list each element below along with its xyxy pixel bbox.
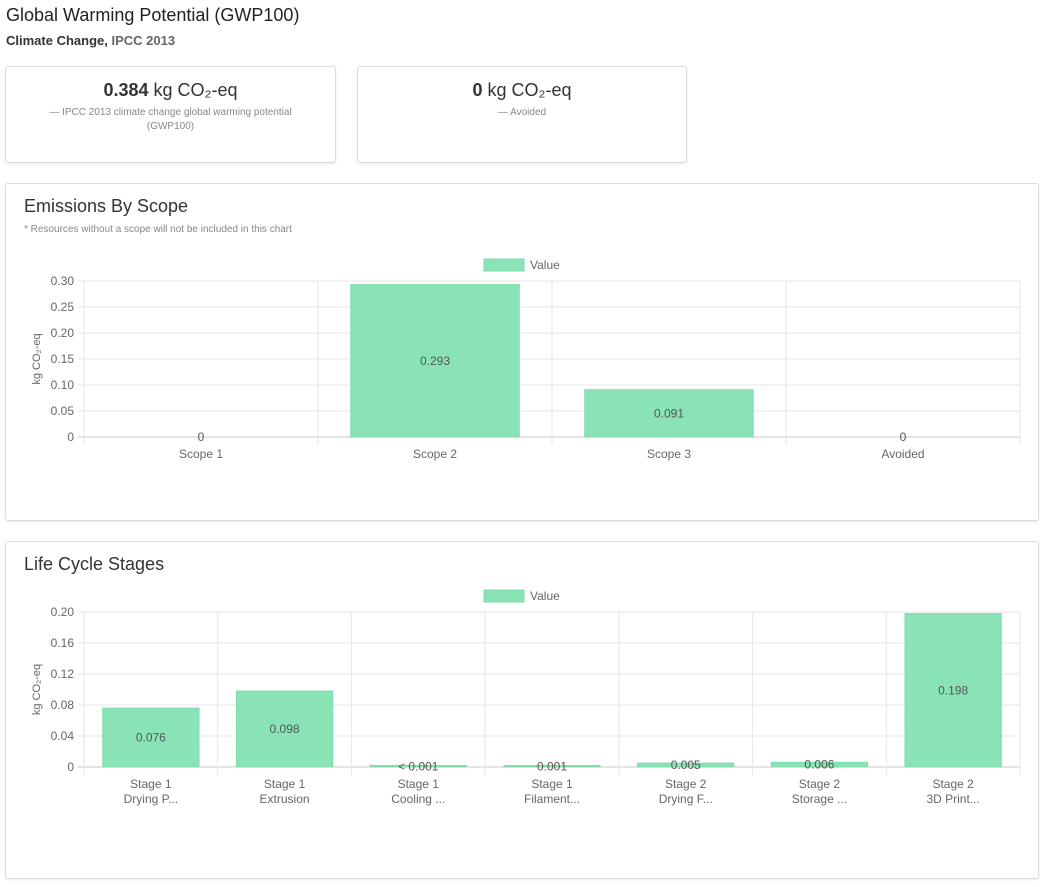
bar <box>235 690 334 768</box>
bar-data-label: 0.005 <box>671 758 701 772</box>
x-category-label: Extrusion <box>260 792 310 806</box>
x-category-label: 3D Print... <box>926 792 979 806</box>
bar <box>770 761 869 768</box>
avoided-impact-value: 0 kg CO₂-eq <box>358 80 686 101</box>
x-category-label: Filament... <box>524 792 580 806</box>
scope-panel-title: Emissions By Scope <box>24 196 189 216</box>
bar-data-label: 0.076 <box>136 731 166 745</box>
scope-bar-chart: Value 0 0.05 0.10 0.15 0.20 0.25 0.30 kg CO₂-eq 0… <box>31 258 1021 461</box>
legend-swatch <box>483 258 525 272</box>
y-tick-label: 0.30 <box>51 274 75 288</box>
x-category-label: Stage 2 <box>932 777 974 791</box>
avoided-impact-number: 0 <box>472 80 483 100</box>
x-category-label: Scope 3 <box>647 447 691 461</box>
bar-data-label: 0.198 <box>938 683 968 697</box>
avoided-impact-description: — Avoided <box>497 107 547 118</box>
total-impact-number: 0.384 <box>103 80 149 100</box>
total-impact-value: 0.384 kg CO₂-eq <box>6 80 335 101</box>
total-impact-card: 0.384 kg CO₂-eq — IPCC 2013 climate chan… <box>5 66 336 163</box>
bar <box>102 707 200 768</box>
x-category-label: Stage 1 <box>398 777 440 791</box>
y-tick-label: 0 <box>67 430 74 444</box>
y-tick-label: 0.08 <box>51 698 75 712</box>
bar <box>637 762 735 768</box>
total-impact-unit: kg CO₂-eq <box>153 80 238 100</box>
stages-panel-title: Life Cycle Stages <box>24 554 165 574</box>
y-tick-label: 0.05 <box>51 404 75 418</box>
bar <box>904 613 1002 768</box>
page-title: Global Warming Potential (GWP100) <box>6 5 300 25</box>
total-impact-description: — IPCC 2013 climate change global warmin… <box>49 107 292 132</box>
y-axis-title: kg CO₂-eq <box>31 664 43 715</box>
impact-category: Climate Change, <box>6 33 108 48</box>
x-category-label: Drying P... <box>124 792 178 806</box>
x-category-label: Storage ... <box>792 792 847 806</box>
x-category-label: Scope 1 <box>179 447 223 461</box>
bar <box>503 765 601 768</box>
bar <box>584 389 754 438</box>
y-axis-title: kg CO₂-eq <box>31 333 43 384</box>
x-category-label: Cooling ... <box>391 792 445 806</box>
x-category-label: Stage 1 <box>130 777 172 791</box>
x-category-label: Drying F... <box>659 792 713 806</box>
page-subtitle: Climate Change, IPCC 2013 <box>6 33 175 48</box>
bar-data-label: 0.098 <box>270 722 300 736</box>
bar-data-label: 0.001 <box>537 759 567 773</box>
y-tick-label: 0.10 <box>51 378 75 392</box>
life-cycle-stages-panel: Life Cycle Stages Value 0 0.04 0.08 0.12 0.16… <box>5 541 1039 879</box>
x-category-label: Stage 2 <box>665 777 707 791</box>
bar-data-label: 0.091 <box>654 406 684 420</box>
bar-data-label: < 0.001 <box>398 759 439 773</box>
bar-data-label: 0.006 <box>804 758 834 772</box>
emissions-by-scope-panel: Emissions By Scope * Resources without a… <box>5 183 1039 521</box>
y-tick-label: 0 <box>67 760 74 774</box>
y-tick-label: 0.12 <box>51 667 75 681</box>
x-category-label: Avoided <box>881 447 924 461</box>
stages-bar-chart: Value 0 0.04 0.08 0.12 0.16 0.20 kg CO₂-eq 0.076… <box>31 589 1021 806</box>
y-tick-label: 0.15 <box>51 352 75 366</box>
scope-panel-note: * Resources without a scope will not be … <box>24 224 292 235</box>
bar <box>369 765 467 768</box>
impact-method: IPCC 2013 <box>111 33 176 48</box>
avoided-impact-unit: kg CO₂-eq <box>487 80 572 100</box>
avoided-impact-card: 0 kg CO₂-eq — Avoided <box>357 66 687 163</box>
bar-data-label: 0 <box>198 430 205 444</box>
y-tick-label: 0.20 <box>51 605 75 619</box>
legend-label: Value <box>530 258 560 272</box>
y-tick-label: 0.25 <box>51 300 75 314</box>
y-tick-label: 0.16 <box>51 636 75 650</box>
x-category-label: Stage 2 <box>799 777 841 791</box>
legend-label: Value <box>530 589 560 603</box>
x-category-label: Scope 2 <box>413 447 457 461</box>
legend-swatch <box>483 589 525 603</box>
x-category-label: Stage 1 <box>264 777 306 791</box>
y-tick-label: 0.20 <box>51 326 75 340</box>
bar-data-label: 0.293 <box>420 354 450 368</box>
x-category-label: Stage 1 <box>531 777 573 791</box>
y-tick-label: 0.04 <box>51 729 75 743</box>
bar <box>350 284 520 438</box>
bar-data-label: 0 <box>900 430 907 444</box>
